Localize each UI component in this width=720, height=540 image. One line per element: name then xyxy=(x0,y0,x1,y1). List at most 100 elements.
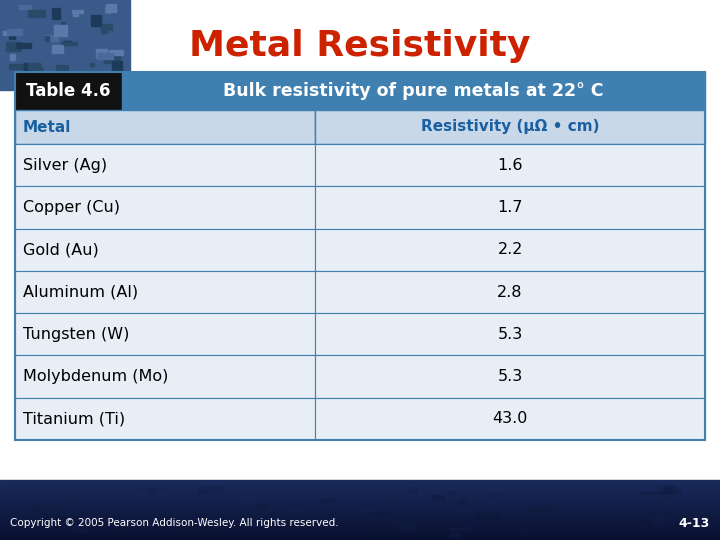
Bar xyxy=(96,49,107,58)
Bar xyxy=(0,524,720,528)
Bar xyxy=(0,484,720,488)
Bar xyxy=(535,527,545,529)
Bar xyxy=(61,22,65,30)
Bar xyxy=(19,5,31,9)
Bar xyxy=(63,41,71,45)
Bar xyxy=(45,35,58,41)
Bar xyxy=(9,64,23,69)
Bar xyxy=(0,536,720,540)
Bar xyxy=(395,524,415,531)
Bar xyxy=(296,525,305,529)
Bar xyxy=(15,186,315,228)
Bar xyxy=(488,494,511,497)
Bar xyxy=(528,491,533,498)
Bar xyxy=(364,511,393,514)
Text: Metal Resistivity: Metal Resistivity xyxy=(189,29,531,63)
Bar xyxy=(62,502,76,504)
Bar xyxy=(101,25,107,33)
Text: 43.0: 43.0 xyxy=(492,411,528,427)
Bar xyxy=(254,487,266,491)
Bar xyxy=(0,528,720,532)
Bar xyxy=(58,516,78,522)
Bar xyxy=(238,499,262,506)
Bar xyxy=(0,494,720,498)
Bar xyxy=(0,488,720,492)
Bar xyxy=(641,520,654,523)
Bar xyxy=(242,523,271,527)
Bar xyxy=(0,498,720,502)
Bar xyxy=(458,499,468,506)
Bar xyxy=(52,8,60,19)
Bar xyxy=(9,36,15,39)
Bar xyxy=(0,530,720,534)
Bar xyxy=(72,10,83,13)
Bar xyxy=(663,485,675,494)
Bar xyxy=(0,486,720,490)
Bar xyxy=(0,504,720,508)
Text: Metal: Metal xyxy=(23,119,71,134)
Bar xyxy=(15,271,315,313)
Bar xyxy=(0,534,720,538)
Text: 5.3: 5.3 xyxy=(498,327,523,342)
Bar xyxy=(3,31,12,35)
Bar xyxy=(297,518,314,525)
Bar xyxy=(0,514,720,518)
Bar xyxy=(257,529,273,533)
Bar xyxy=(112,61,122,71)
Bar xyxy=(0,510,720,514)
Bar xyxy=(0,532,720,536)
Bar xyxy=(443,524,458,528)
Bar xyxy=(0,480,720,484)
Bar xyxy=(15,144,315,186)
Text: 1.7: 1.7 xyxy=(498,200,523,215)
Bar xyxy=(380,516,386,519)
Bar xyxy=(658,487,682,495)
Text: Molybdenum (Mo): Molybdenum (Mo) xyxy=(23,369,168,384)
Bar xyxy=(90,63,94,66)
Bar xyxy=(91,15,101,26)
Text: 2.2: 2.2 xyxy=(498,242,523,257)
Bar xyxy=(187,526,197,533)
Bar xyxy=(0,520,720,524)
Text: 5.3: 5.3 xyxy=(498,369,523,384)
Bar xyxy=(663,496,671,500)
Bar xyxy=(52,505,66,508)
Bar xyxy=(395,506,406,515)
Bar xyxy=(197,486,225,494)
Bar xyxy=(15,398,315,440)
Bar xyxy=(655,516,663,521)
Bar xyxy=(320,499,334,503)
Bar xyxy=(196,527,214,534)
Bar xyxy=(290,503,300,506)
Bar xyxy=(315,110,705,144)
Bar xyxy=(432,495,445,501)
Bar xyxy=(63,76,76,85)
Text: Copyright © 2005 Pearson Addison-Wesley. All rights reserved.: Copyright © 2005 Pearson Addison-Wesley.… xyxy=(10,518,338,528)
Bar xyxy=(105,5,110,13)
Bar xyxy=(61,42,77,45)
Bar xyxy=(0,492,720,496)
Bar xyxy=(33,72,47,77)
Bar xyxy=(0,500,720,504)
Bar xyxy=(6,42,21,51)
Bar xyxy=(139,488,165,491)
Bar xyxy=(15,228,315,271)
Text: Gold (Au): Gold (Au) xyxy=(23,242,99,257)
Bar xyxy=(97,53,113,59)
Bar xyxy=(54,25,67,36)
Bar xyxy=(0,490,720,494)
Bar xyxy=(24,63,35,70)
Bar xyxy=(29,67,42,78)
Bar xyxy=(104,53,120,63)
Text: Copper (Cu): Copper (Cu) xyxy=(23,200,120,215)
Bar xyxy=(315,228,705,271)
Bar xyxy=(521,531,527,537)
Bar xyxy=(0,440,720,480)
Bar xyxy=(315,144,705,186)
Bar xyxy=(450,527,474,531)
Bar xyxy=(315,355,705,398)
Bar xyxy=(323,516,333,519)
Bar xyxy=(315,186,705,228)
Bar xyxy=(7,29,22,35)
Bar xyxy=(45,514,61,522)
